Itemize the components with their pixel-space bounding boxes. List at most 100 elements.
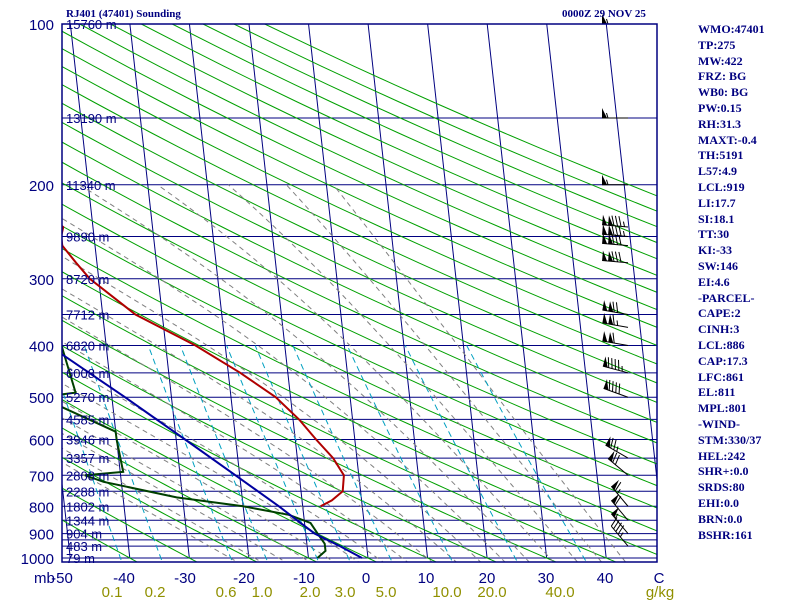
index-item: CINH:3 (698, 322, 765, 338)
temperature-tick-label: 0 (362, 570, 370, 587)
pressure-tick-label: 1000 (21, 551, 54, 568)
height-label: 7712 m (66, 308, 109, 323)
index-item: -WIND- (698, 417, 765, 433)
index-item: SI:18.1 (698, 212, 765, 228)
mixing-ratio-label: 0.1 (102, 584, 123, 600)
pressure-tick-label: 300 (29, 272, 54, 289)
index-item: TP:275 (698, 38, 765, 54)
mixing-ratio-label: 1.0 (252, 584, 273, 600)
index-item: EL:811 (698, 385, 765, 401)
index-item: MPL:801 (698, 401, 765, 417)
dry-adiabat-line (111, 24, 800, 569)
index-item: TT:30 (698, 227, 765, 243)
height-label: 8720 m (66, 272, 109, 287)
wind-barb (602, 108, 628, 118)
index-item: WB0: BG (698, 85, 765, 101)
height-label: 6008 m (66, 366, 109, 381)
index-item: SW:146 (698, 259, 765, 275)
height-label: 4585 m (66, 412, 109, 427)
height-label: 904 m (66, 527, 102, 542)
index-item: WMO:47401 (698, 22, 765, 38)
pressure-tick-label: 700 (29, 468, 54, 485)
height-label: 1802 m (66, 499, 109, 514)
dry-adiabat-line (0, 24, 800, 569)
wind-barb (603, 356, 628, 372)
dry-adiabat-line (0, 24, 800, 569)
isotherm-line (487, 24, 546, 558)
mixing-ratio-label: 10.0 (432, 584, 461, 600)
index-item: STM:330/37 (698, 433, 765, 449)
mixing-ratio-label: 20.0 (477, 584, 506, 600)
pressure-tick-label: 100 (29, 17, 54, 34)
wind-barb (602, 300, 628, 314)
index-item: HEL:242 (698, 449, 765, 465)
index-item: LCL:886 (698, 338, 765, 354)
isotherm-line (249, 24, 308, 558)
dry-adiabat-line (0, 24, 332, 569)
index-item: CAP:17.3 (698, 354, 765, 370)
isotherm-line (547, 24, 606, 558)
index-item: L57:4.9 (698, 164, 765, 180)
height-label: 3357 m (66, 451, 109, 466)
dry-adiabat-line (0, 24, 800, 569)
pressure-tick-label: 600 (29, 433, 54, 450)
mixing-ratio-line (255, 346, 353, 570)
height-label: 9890 m (66, 229, 109, 244)
index-item: BSHR:161 (698, 528, 765, 544)
dry-adiabat-line (0, 24, 800, 569)
index-item: BRN:0.0 (698, 512, 765, 528)
index-item: EI:4.6 (698, 275, 765, 291)
index-item: CAPE:2 (698, 306, 765, 322)
isotherm-line (428, 24, 487, 558)
moist-adiabat-line (228, 185, 583, 570)
mixing-ratio-label: 0.6 (216, 584, 237, 600)
pressure-unit-label: mb (34, 570, 55, 587)
mixing-ratio-line (467, 346, 591, 570)
station-title: RJ401 (47401) Sounding (66, 8, 181, 20)
mixing-ratio-label: g/kg (646, 584, 674, 600)
wind-barb (608, 451, 628, 475)
index-item: EHI:0.0 (698, 496, 765, 512)
height-label: 1344 m (66, 513, 109, 528)
index-item: FRZ: BG (698, 69, 765, 85)
index-item: KI:-33 (698, 243, 765, 259)
index-item: RH:31.3 (698, 117, 765, 133)
height-label: 2808 m (66, 468, 109, 483)
background-lines (0, 24, 800, 569)
pressure-tick-label: 400 (29, 339, 54, 356)
mixing-ratio-line (347, 346, 456, 570)
index-item: LCL:919 (698, 180, 765, 196)
sounding-profiles (0, 24, 362, 558)
dry-adiabat-line (0, 24, 800, 569)
height-label: 13190 m (66, 111, 117, 126)
pressure-tick-label: 900 (29, 527, 54, 544)
pressure-tick-label: 800 (29, 499, 54, 516)
index-item: SHR+:0.0 (698, 464, 765, 480)
dry-adiabat-line (0, 24, 800, 569)
mixing-ratio-label: 40.0 (545, 584, 574, 600)
pressure-tick-label: 500 (29, 390, 54, 407)
index-item: MW:422 (698, 54, 765, 70)
height-label: 2288 m (66, 484, 109, 499)
wind-barb (604, 379, 628, 397)
isotherm-line (0, 24, 11, 558)
dry-adiabat-line (49, 24, 800, 569)
index-item: SRDS:80 (698, 480, 765, 496)
index-item: LFC:861 (698, 370, 765, 386)
index-item: MAXT:-0.4 (698, 133, 765, 149)
height-label: 3946 m (66, 433, 109, 448)
index-item: -PARCEL- (698, 291, 765, 307)
dry-adiabat-line (0, 24, 800, 569)
wind-barbs (602, 14, 628, 546)
mixing-ratio-label: 2.0 (300, 584, 321, 600)
mixing-ratio-label: 5.0 (376, 584, 397, 600)
temperature-tick-label: -30 (174, 570, 196, 587)
index-item: TH:5191 (698, 148, 765, 164)
height-label: 5270 m (66, 390, 109, 405)
height-label: 6820 m (66, 339, 109, 354)
index-item: PW:0.15 (698, 101, 765, 117)
mixing-ratio-label: 0.2 (145, 584, 166, 600)
wind-barb (602, 251, 628, 263)
